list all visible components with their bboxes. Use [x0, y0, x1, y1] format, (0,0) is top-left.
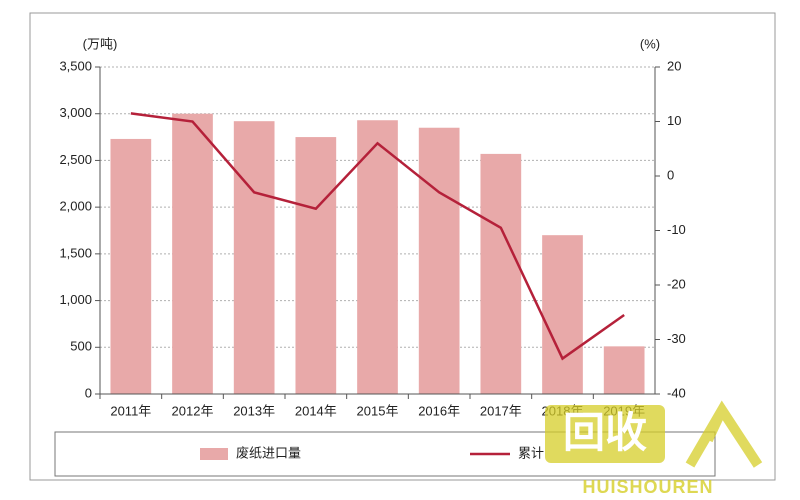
bar: [480, 153, 522, 394]
chart-frame: [29, 12, 776, 481]
bar: [233, 121, 275, 394]
y-tick-label: 2,500: [59, 152, 92, 167]
legend-swatch: [200, 448, 228, 460]
x-tick-label: 2013年: [233, 403, 275, 418]
watermark-icon: [685, 400, 763, 468]
bar: [110, 138, 152, 394]
x-tick-label: 2016年: [418, 403, 460, 418]
watermark-box: [545, 405, 665, 463]
y2-unit-label: (%): [640, 36, 660, 51]
y-unit-label: (万吨): [83, 36, 118, 51]
y-tick-label: 500: [70, 339, 92, 354]
y-tick-label: 3,500: [59, 58, 92, 73]
bar: [172, 113, 213, 394]
y2-tick-label: -20: [667, 276, 686, 291]
bar: [603, 346, 645, 394]
legend-box: [54, 431, 716, 477]
bar: [542, 235, 583, 394]
y-tick-label: 2,000: [59, 199, 92, 214]
y-tick-label: 1,500: [59, 245, 92, 260]
y2-tick-label: -10: [667, 222, 686, 237]
x-tick-label: 2012年: [172, 403, 214, 418]
x-tick-label: 2015年: [357, 403, 399, 418]
x-tick-label: 2011年: [110, 403, 151, 418]
y2-tick-label: -30: [667, 331, 686, 346]
watermark-text: HUISHOUREN: [582, 477, 713, 497]
x-tick-label: 2017年: [480, 403, 522, 418]
y2-tick-label: 10: [667, 113, 681, 128]
x-tick-label: 2014年: [295, 403, 337, 418]
bar: [418, 127, 460, 394]
legend-label: 累计: [518, 445, 544, 460]
y2-tick-label: 0: [667, 167, 674, 182]
bar: [357, 120, 398, 395]
y2-tick-label: 20: [667, 58, 681, 73]
y-tick-label: 0: [85, 385, 92, 400]
y-tick-label: 3,000: [59, 105, 92, 120]
y-tick-label: 1,000: [59, 292, 92, 307]
watermark-logo: 回收: [563, 409, 647, 456]
bar: [295, 137, 337, 395]
line-series: [130, 112, 625, 361]
y2-tick-label: -40: [667, 385, 686, 400]
legend-label: 废纸进口量: [236, 445, 301, 460]
